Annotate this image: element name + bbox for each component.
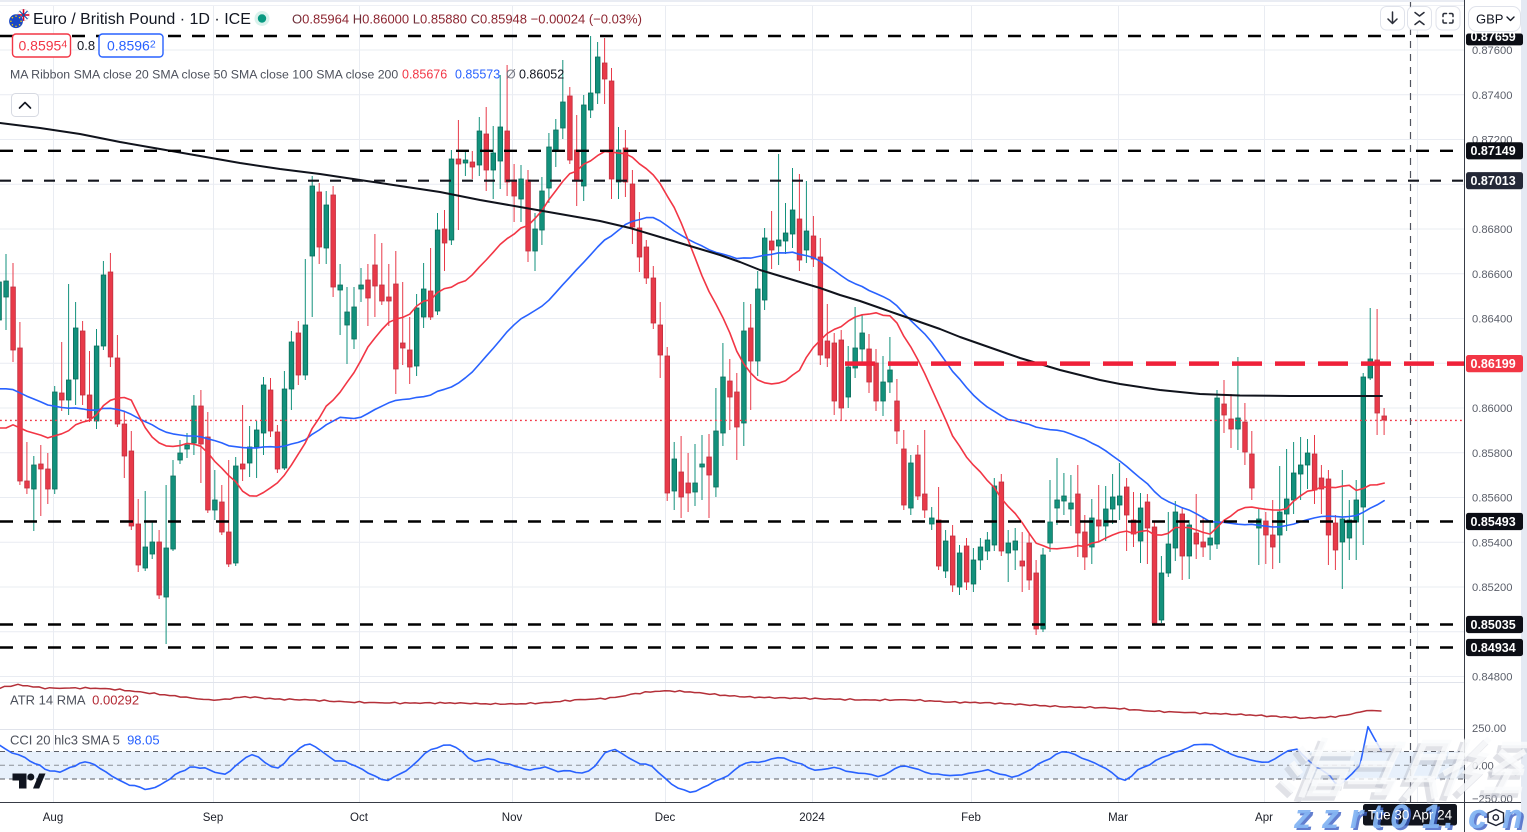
svg-text:−250.00: −250.00 [1472, 794, 1513, 806]
svg-text:z: z [1321, 798, 1339, 832]
svg-text:c: c [1468, 798, 1487, 832]
svg-text:Apr: Apr [1255, 812, 1273, 824]
svg-text:0.87149: 0.87149 [1471, 144, 1516, 158]
svg-text:0.85954: 0.85954 [19, 38, 68, 54]
svg-text:.: . [1444, 798, 1453, 832]
svg-text:z: z [1324, 800, 1342, 832]
svg-text:Dec: Dec [655, 812, 676, 824]
svg-text:Mar: Mar [1108, 812, 1128, 824]
svg-text:c: c [1471, 800, 1490, 832]
svg-text:n: n [1505, 800, 1526, 832]
svg-text:0.86199: 0.86199 [1471, 357, 1516, 371]
svg-text:1: 1 [1422, 798, 1441, 832]
svg-text:Oct: Oct [350, 812, 369, 824]
svg-text:0.85676: 0.85676 [402, 68, 447, 82]
svg-text:2024: 2024 [799, 812, 825, 824]
svg-text:0.85400: 0.85400 [1472, 537, 1512, 549]
svg-text:0.85493: 0.85493 [1471, 515, 1516, 529]
svg-text:0.87659: 0.87659 [1471, 30, 1516, 44]
svg-text:0.87013: 0.87013 [1471, 174, 1516, 188]
svg-text:r: r [1353, 800, 1368, 832]
svg-text:0.87600: 0.87600 [1472, 45, 1512, 57]
svg-text:0.86000: 0.86000 [1472, 403, 1512, 415]
svg-text:MA Ribbon SMA close 20 SMA clo: MA Ribbon SMA close 20 SMA close 50 SMA … [10, 68, 398, 82]
svg-text:0: 0 [1393, 800, 1412, 832]
svg-text:GBP: GBP [1476, 12, 1503, 27]
svg-text:Tue 30 Apr 24: Tue 30 Apr 24 [1368, 808, 1453, 823]
svg-text:r: r [1350, 798, 1365, 832]
svg-text:0.86400: 0.86400 [1472, 314, 1512, 326]
svg-text:0.85573: 0.85573 [455, 68, 500, 82]
svg-text:0.85800: 0.85800 [1472, 448, 1512, 460]
svg-text:z: z [1293, 798, 1311, 832]
svg-text:0.85200: 0.85200 [1472, 582, 1512, 594]
svg-text:n: n [1502, 798, 1523, 832]
svg-text:0.85035: 0.85035 [1471, 618, 1516, 632]
svg-text:0.85600: 0.85600 [1472, 493, 1512, 505]
svg-text:0.84800: 0.84800 [1472, 672, 1512, 684]
svg-text:t: t [1371, 798, 1384, 832]
svg-text:Nov: Nov [502, 812, 523, 824]
svg-text:Sep: Sep [203, 812, 223, 824]
svg-text:Aug: Aug [43, 812, 63, 824]
svg-text:0.84934: 0.84934 [1471, 641, 1516, 655]
svg-text:z: z [1296, 800, 1314, 832]
svg-text:t: t [1374, 800, 1387, 832]
svg-text:.: . [1447, 800, 1456, 832]
svg-text:0.85962: 0.85962 [107, 38, 156, 54]
svg-text:Euro / British Pound · 1D · IC: Euro / British Pound · 1D · ICE [33, 11, 251, 28]
svg-text:ATR 14 RMA 0.00292: ATR 14 RMA 0.00292 [10, 693, 139, 708]
svg-text:0.87400: 0.87400 [1472, 90, 1512, 102]
svg-text:0: 0 [1390, 798, 1409, 832]
svg-text:CCI 20 hlc3 SMA 5 98.05: CCI 20 hlc3 SMA 5 98.05 [10, 733, 160, 748]
svg-text:0.8: 0.8 [77, 38, 95, 53]
svg-text:0.86052: 0.86052 [519, 68, 564, 82]
svg-text:Ø: Ø [506, 68, 516, 82]
svg-text:0.86800: 0.86800 [1472, 224, 1512, 236]
svg-text:1: 1 [1425, 800, 1444, 832]
svg-text:O0.85964 H0.86000 L0.85880 C0.: O0.85964 H0.86000 L0.85880 C0.85948 −0.0… [292, 12, 642, 27]
svg-text:250.00: 250.00 [1472, 723, 1506, 735]
svg-text:0.86600: 0.86600 [1472, 269, 1512, 281]
svg-text:Feb: Feb [961, 812, 981, 824]
